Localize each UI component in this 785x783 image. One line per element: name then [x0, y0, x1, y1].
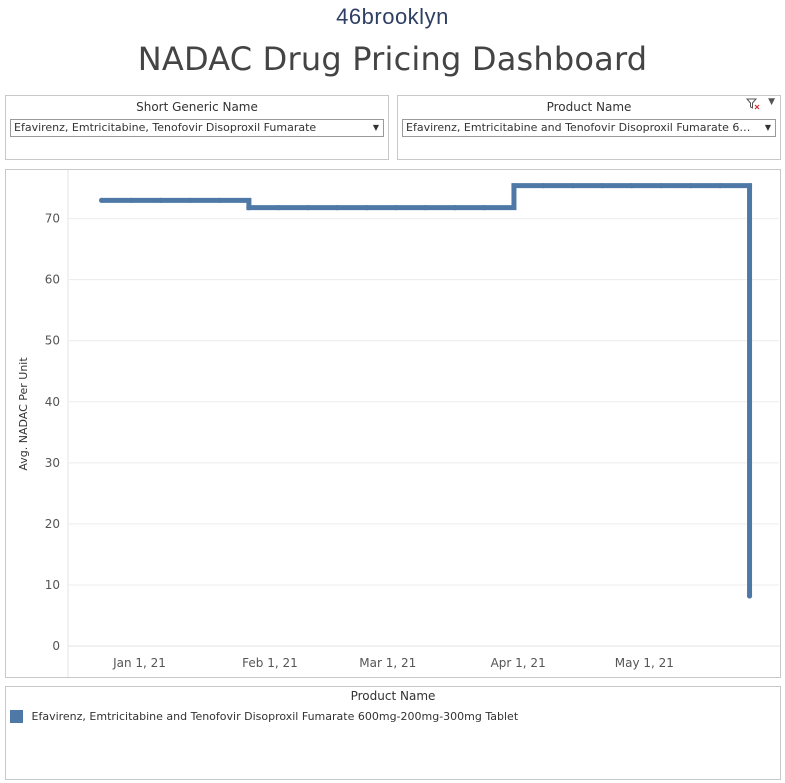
data-point [746, 183, 753, 189]
x-tick-label: Jan 1, 21 [112, 656, 166, 670]
product-name-filter: Product Name ▼ Efavirenz, Emtricitabine … [397, 95, 781, 160]
data-point [688, 183, 694, 189]
data-point [746, 593, 753, 599]
y-tick-label: 60 [45, 273, 60, 287]
x-tick-label: Feb 1, 21 [242, 656, 298, 670]
data-point [452, 205, 458, 211]
dashboard-title: NADAC Drug Pricing Dashboard [137, 40, 648, 78]
data-point [305, 205, 311, 211]
data-point [157, 197, 164, 203]
legend-swatch [10, 710, 23, 723]
short-generic-name-filter: Short Generic Name Efavirenz, Emtricitab… [5, 95, 389, 160]
data-point [99, 197, 105, 203]
filter-menu-icon[interactable]: ▼ [768, 97, 775, 107]
legend-item[interactable]: Efavirenz, Emtricitabine and Tenofovir D… [10, 710, 518, 723]
x-tick-label: Mar 1, 21 [359, 656, 416, 670]
short-generic-name-dropdown[interactable]: Efavirenz, Emtricitabine, Tenofovir Diso… [10, 119, 384, 137]
product-name-value: Efavirenz, Emtricitabine and Tenofovir D… [406, 121, 776, 134]
y-tick-label: 30 [45, 456, 60, 470]
data-point [481, 205, 488, 211]
data-point [599, 183, 605, 189]
data-point [658, 183, 664, 189]
data-point [393, 205, 399, 211]
data-point [570, 183, 576, 189]
product-name-label: Product Name [546, 100, 632, 114]
legend-title: Product Name [350, 689, 436, 703]
legend-item-label: Efavirenz, Emtricitabine and Tenofovir D… [31, 710, 519, 723]
legend-panel: Product Name Efavirenz, Emtricitabine an… [5, 686, 781, 780]
short-generic-name-label: Short Generic Name [136, 100, 258, 114]
clear-filter-icon[interactable] [746, 98, 760, 110]
product-name-dropdown[interactable]: Efavirenz, Emtricitabine and Tenofovir D… [402, 119, 776, 137]
y-tick-label: 70 [45, 212, 60, 226]
data-point [128, 197, 134, 203]
chart-panel: 0 10 20 30 40 50 60 70 Jan 1, 21 Feb 1, 21 Mar 1, … [5, 169, 781, 678]
data-point [540, 183, 547, 189]
y-tick-label: 40 [45, 395, 60, 409]
y-tick-label: 10 [45, 578, 60, 592]
x-tick-label: Apr 1, 21 [491, 656, 546, 670]
y-tick-label: 50 [45, 334, 60, 348]
chevron-down-icon: ▼ [764, 123, 771, 132]
short-generic-name-value: Efavirenz, Emtricitabine, Tenofovir Diso… [14, 121, 317, 134]
x-tick-label: May 1, 21 [615, 656, 674, 670]
data-point [629, 183, 635, 189]
data-point [364, 205, 370, 211]
data-point [187, 197, 193, 203]
data-point [423, 205, 429, 211]
y-tick-label: 0 [52, 639, 60, 653]
data-point [246, 205, 252, 211]
data-point [216, 197, 223, 203]
data-point [511, 183, 517, 189]
line-chart: 0 10 20 30 40 50 60 70 Jan 1, 21 Feb 1, 21 Mar 1, … [17, 170, 780, 677]
y-tick-label: 20 [45, 517, 60, 531]
series-line [99, 183, 753, 599]
data-point [717, 183, 723, 189]
data-point [275, 205, 281, 211]
brand-logo: 46brooklyn [336, 4, 449, 29]
chevron-down-icon: ▼ [372, 123, 379, 132]
y-axis-label: Avg. NADAC Per Unit [17, 357, 30, 471]
data-point [334, 205, 340, 211]
